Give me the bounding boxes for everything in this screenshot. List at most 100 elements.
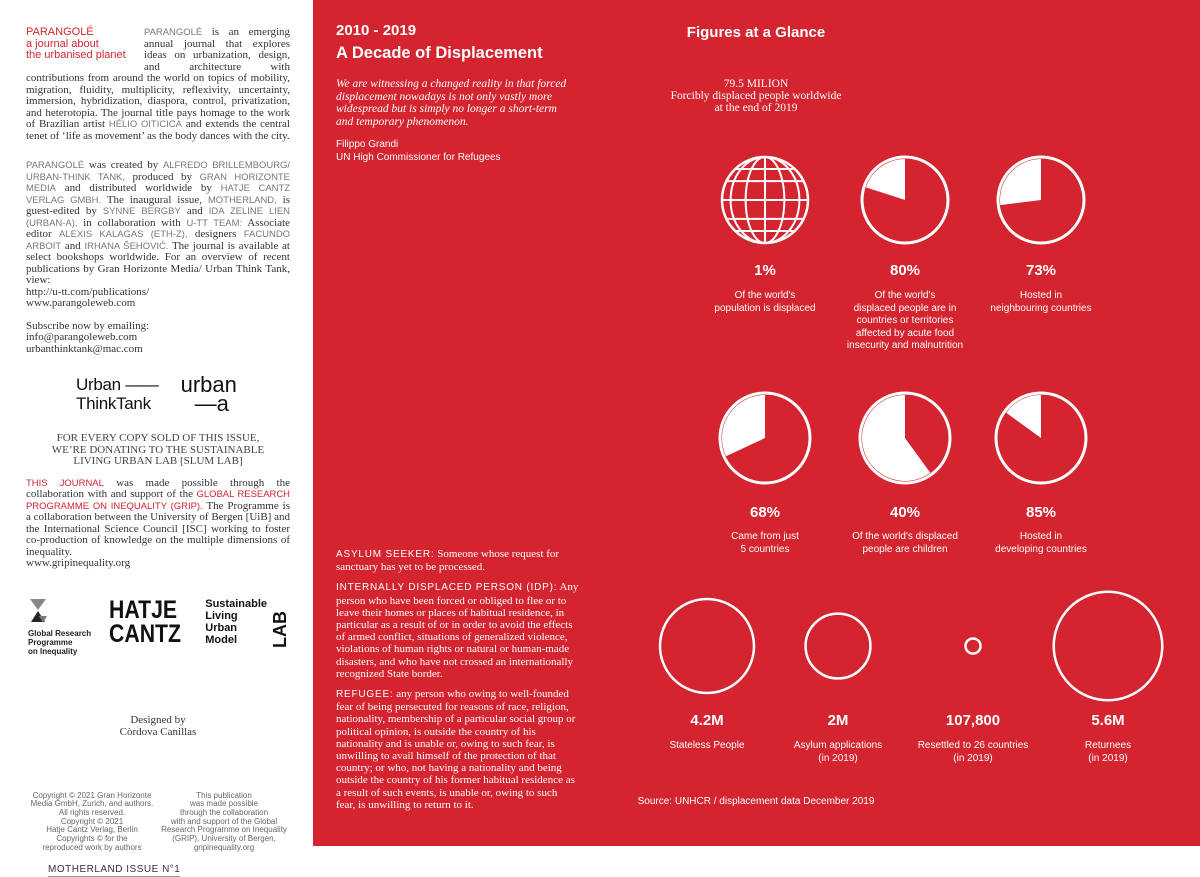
pie-outline — [994, 391, 1088, 485]
definition-term: INTERNALLY DISPLACED PERSON (IDP): — [336, 582, 558, 594]
bubble — [1052, 590, 1164, 702]
text-run: The inaugural issue, — [101, 193, 208, 206]
caption-line: countries or territories — [856, 315, 954, 326]
grip-triangles-icon — [30, 598, 47, 623]
source-note: Source: UNHCR / displacement data Decemb… — [637, 796, 875, 807]
logo-text: ThinkTank — [76, 394, 151, 413]
copyright-line: Hatje Cantz Verlag, Berlin — [46, 825, 138, 835]
publications-link[interactable]: http://u-tt.com/publications/ — [26, 285, 150, 298]
donation-line: WE’RE DONATING TO THE SUSTAINABLE — [51, 443, 265, 456]
pie-chart — [860, 155, 950, 245]
donation-line: FOR EVERY COPY SOLD OF THIS ISSUE, — [56, 432, 260, 444]
definition-term: REFUGEE: — [336, 689, 394, 701]
grip-paragraph: THIS JOURNAL was made possible through t… — [26, 476, 290, 559]
highlighted-name: GRAN HORIZONTE MEDIA — [26, 171, 290, 195]
text-run: was made possible through the collaborat… — [26, 476, 290, 500]
note-line: through the collaboration — [179, 807, 269, 817]
figures-title: Figures at a Glance — [686, 24, 826, 41]
designer-credit: Designed by Còrdova Canillas — [26, 714, 290, 738]
copyright-line: Media GmbH, Zurich, and authors. — [30, 799, 154, 809]
journal-title: PARANGOLÉ a journal about the urbanised … — [26, 26, 144, 73]
figure-caption: Asylum applications (in 2019) — [794, 740, 882, 765]
note-line: was made possible — [189, 799, 259, 809]
intro-column: 2010 - 2019 A Decade of Displacement We … — [336, 22, 586, 164]
copyright-line: All rights reserved. — [58, 807, 126, 817]
page-title: A Decade of Displacement — [336, 44, 543, 62]
copyright-line: Copyright © 2021 Gran Horizonte — [32, 790, 152, 800]
logo-text: urban — [180, 372, 237, 397]
legal-notes: Copyright © 2021 Gran Horizonte Media Gm… — [26, 790, 290, 853]
figure-value: 40% — [889, 504, 921, 521]
caption-line: Stateless People — [669, 740, 745, 751]
note-line: with and support of the Global — [170, 816, 278, 826]
caption-line: (in 2019) — [953, 752, 993, 764]
grip-link[interactable]: www.gripinequality.org — [26, 557, 131, 569]
caption-line: (in 2019) — [818, 752, 858, 764]
logo-text: Programme — [28, 637, 73, 647]
designer-label: Designed by — [130, 713, 186, 726]
caption-line: affected by acute food — [855, 327, 955, 339]
highlighted-name: IDA ZELINE LIEN (URBAN-A), — [26, 206, 290, 229]
headline-caption: at the end of 2019 — [714, 102, 798, 114]
headline-caption: Forcibly displaced people worldwide — [670, 90, 842, 102]
urban-thinktank-logo: Urban —— ThinkTank — [76, 375, 159, 413]
figure-value: 5.6M — [1091, 712, 1125, 729]
figure-caption: Of the world's displaced people are child… — [852, 531, 958, 556]
caption-line: Came from just — [731, 531, 799, 542]
pie-outline — [996, 155, 1086, 245]
email-link-utt[interactable]: urbanthinktank@mac.com — [26, 342, 143, 355]
donation-line: LIVING URBAN LAB [SLUM LAB] — [73, 455, 243, 467]
caption-line: Of the world's — [874, 290, 936, 301]
highlighted-name: FACUNDO ARBOIT — [26, 229, 291, 252]
pie-chart — [994, 391, 1088, 485]
subscribe-label: Subscribe now by emailing: — [26, 319, 150, 332]
definitions: ASYLUM SEEKER: Someone whose request for… — [336, 548, 579, 811]
pie-outline — [860, 155, 950, 245]
email-link-parangole[interactable]: info@parangoleweb.com — [26, 331, 138, 343]
website-link[interactable]: www.parangoleweb.com — [26, 297, 136, 309]
quote-role: UN High Commissioner for Refugees — [336, 151, 501, 163]
text-run: in collaboration with — [77, 216, 187, 229]
partner-logos-top: Urban —— ThinkTank urban —a — [26, 372, 290, 416]
definition-text: Someone whose request for sanctuary has … — [336, 548, 560, 574]
caption-line: Of the world's — [734, 290, 796, 301]
logo-text: Living — [205, 609, 238, 622]
text-run: designers — [187, 228, 244, 240]
pie-outline — [718, 391, 812, 485]
pie-chart — [718, 391, 812, 485]
caption-line: Of the world's displaced — [852, 531, 958, 542]
subscribe-block: Subscribe now by emailing: info@parangol… — [26, 319, 290, 356]
figure-caption: Of the world's population is displaced — [714, 290, 815, 315]
highlighted-name: HATJE CANTZ VERLAG GMBH. — [26, 183, 290, 206]
text-run: produced by — [125, 170, 200, 183]
text-run: is guest-edited by — [26, 193, 290, 217]
definition-refugee: REFUGEE: any person who owing to well-fo… — [336, 688, 579, 811]
text-run: and distributed worldwide by — [55, 182, 221, 194]
caption-line: Resettled to 26 countries — [917, 740, 1029, 751]
links-block: http://u-tt.com/publications/ www.parang… — [26, 285, 290, 310]
text-run: and extends the central tenet of ‘life a… — [26, 118, 290, 142]
text-run: Associate editor — [26, 216, 290, 240]
figures-graphics — [658, 155, 1164, 702]
figure-value: 85% — [1025, 504, 1057, 521]
figure-value: 68% — [749, 504, 781, 521]
copyright-line: Copyright © 2021 — [60, 816, 124, 826]
caption-line: insecurity and malnutrition — [846, 340, 964, 351]
figure-value: 2M — [827, 712, 849, 729]
logo-text: —a — [194, 391, 229, 416]
definition-text: Any person who have been forced or oblig… — [336, 581, 579, 680]
quote-attribution: Filippo Grandi UN High Commissioner for … — [336, 139, 586, 164]
caption-line: Asylum applications — [793, 740, 883, 751]
caption-line: 5 countries — [740, 543, 790, 555]
definition-text: any person who owing to well-founded fea… — [336, 688, 576, 811]
bubble — [804, 612, 872, 680]
pie-slice-remainder — [866, 159, 905, 200]
figure-caption: Hosted in developing countries — [995, 531, 1087, 556]
journal-tagline-1: a journal about — [26, 37, 99, 50]
definition-term: ASYLUM SEEKER: — [336, 549, 435, 560]
copyright-line: Copyrights © for the — [56, 834, 128, 844]
pie-chart — [996, 155, 1086, 245]
period-heading: 2010 - 2019 — [336, 22, 417, 39]
intro-block: PARANGOLÉ a journal about the urbanised … — [26, 26, 290, 142]
figure-caption: Came from just 5 countries — [731, 531, 799, 556]
